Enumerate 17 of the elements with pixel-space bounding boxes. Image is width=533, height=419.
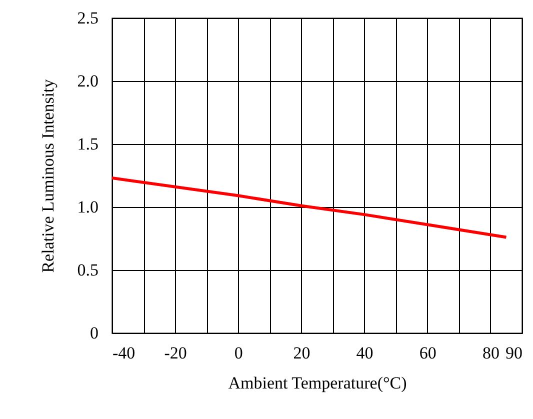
x-tick-label: 90 xyxy=(506,344,522,362)
y-axis-title: Relative Luminous Intensity xyxy=(38,78,58,273)
x-tick-label: 40 xyxy=(356,344,374,362)
line-series xyxy=(112,176,508,239)
x-tick-label: 0 xyxy=(234,344,243,362)
y-tick-label: 2.5 xyxy=(77,8,98,28)
y-tick-label: 2.0 xyxy=(77,72,98,90)
y-tick-label: 0.5 xyxy=(77,260,98,280)
x-tick-label: 60 xyxy=(419,344,436,362)
y-tick-label: 1.0 xyxy=(77,198,98,216)
x-axis-title: Ambient Temperature(°C) xyxy=(228,374,407,392)
x-tick-label: -20 xyxy=(164,344,187,362)
x-tick-label: 20 xyxy=(293,344,310,362)
x-tick-label: -40 xyxy=(112,344,136,362)
y-tick-label: 0 xyxy=(90,324,98,342)
x-tick-label: 80 xyxy=(482,344,500,362)
y-tick-label: 1.5 xyxy=(77,134,98,154)
